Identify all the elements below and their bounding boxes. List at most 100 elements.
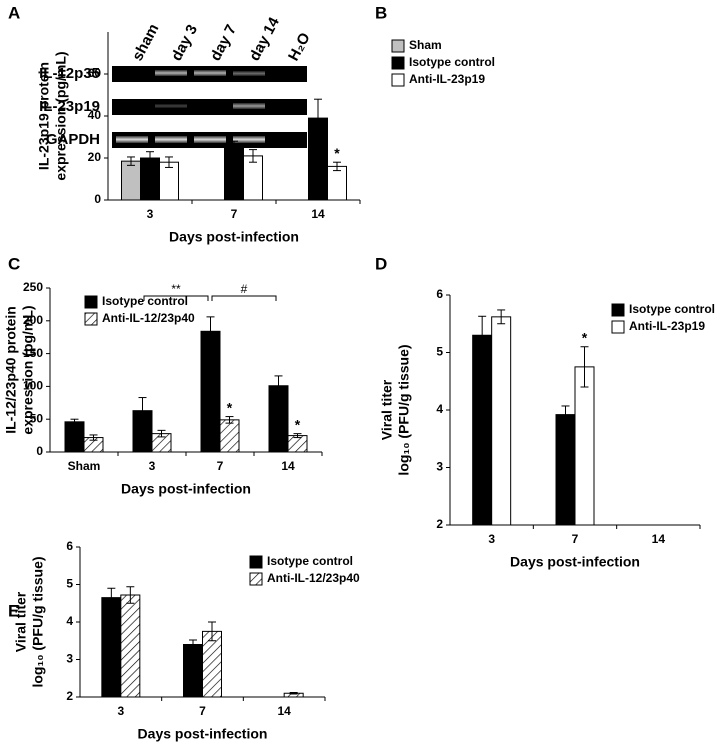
panel-letter: D: [375, 254, 387, 273]
legend-swatch: [391, 39, 405, 53]
y-tick-label: 3: [436, 460, 443, 474]
gel-row-label: IL-12p35: [39, 65, 100, 82]
gel-panel: A: [8, 3, 307, 148]
bracket: [211, 295, 277, 301]
x-tick-label: 7: [199, 704, 206, 718]
gel-band: [194, 70, 226, 76]
y-axis-title: log₁₀ (PFU/g tissue): [30, 556, 46, 687]
bar: [120, 594, 141, 698]
legend-swatch: [249, 572, 263, 586]
legend-swatch: [84, 312, 98, 326]
error-bar: [138, 397, 147, 425]
y-tick-label: 20: [88, 150, 102, 164]
legend-label: Anti-IL-12/23p40: [267, 571, 360, 585]
legend-swatch: [391, 73, 405, 87]
bracket: [143, 295, 209, 301]
y-tick-label: 150: [23, 346, 43, 360]
error-bar: [206, 316, 215, 347]
y-axis-title: log₁₀ (PFU/g tissue): [396, 344, 412, 475]
gel-row: [112, 99, 307, 115]
legend-swatch: [391, 56, 405, 70]
error-bar: [127, 156, 135, 166]
error-bar: [126, 586, 135, 604]
gel-band: [155, 104, 187, 108]
bar: [64, 421, 85, 453]
gel-band: [233, 71, 265, 76]
x-tick-label: 3: [488, 532, 495, 546]
x-axis-title: Days post-infection: [121, 481, 251, 497]
gel-band: [194, 136, 226, 143]
y-tick-label: 6: [66, 539, 73, 553]
y-axis-title: expression (pg/mL): [20, 305, 36, 434]
bar: [327, 165, 347, 201]
x-tick-label: 14: [281, 459, 295, 473]
x-tick-label: 14: [652, 532, 666, 546]
bar: [224, 145, 244, 201]
error-bar: [107, 587, 116, 608]
y-axis-title: Viral titer: [13, 591, 29, 652]
error-bar: [333, 161, 341, 172]
error-bar: [274, 375, 283, 397]
error-bar: [561, 405, 570, 424]
legend-swatch: [611, 303, 625, 317]
y-tick-label: 50: [30, 411, 44, 425]
gel-lane-label: day 7: [207, 22, 240, 64]
gel-row-label: GAPDH: [46, 131, 100, 148]
x-tick-label: 3: [117, 704, 124, 718]
legend-swatch: [84, 295, 98, 309]
gel-band: [155, 136, 187, 143]
gel-band: [116, 136, 148, 143]
error-bar: [314, 98, 322, 138]
y-tick-label: 5: [436, 345, 443, 359]
y-axis-title: Viral titer: [379, 379, 395, 440]
x-tick-label: Sham: [68, 459, 101, 473]
legend-swatch: [611, 320, 625, 334]
legend-label: Isotype control: [629, 302, 715, 316]
error-bar: [89, 434, 98, 441]
x-tick-label: 7: [572, 532, 579, 546]
gel-band: [233, 136, 265, 143]
gel-lane-label: sham: [129, 21, 162, 64]
error-bar: [157, 429, 166, 438]
x-axis-title: Days post-infection: [510, 554, 640, 570]
bar: [101, 597, 122, 698]
panel-letter: C: [8, 254, 20, 273]
y-tick-label: 5: [66, 577, 73, 591]
legend-label: Anti-IL-12/23p40: [102, 311, 195, 325]
error-bar: [70, 418, 79, 425]
x-axis-title: Days post-infection: [138, 726, 268, 742]
panel-letter: E: [8, 601, 19, 620]
error-bar: [478, 315, 487, 355]
gel-band: [233, 103, 265, 109]
error-bar: [289, 692, 298, 695]
panel-letter: B: [375, 3, 387, 22]
legend-label: Sham: [409, 38, 442, 52]
x-axis-title: Days post-infection: [169, 229, 299, 245]
y-tick-label: 60: [88, 66, 102, 80]
y-axis-title: IL-23p19 protein: [36, 62, 52, 170]
bracket-label: **: [171, 282, 181, 296]
y-tick-label: 250: [23, 280, 43, 294]
significance-mark: *: [582, 329, 588, 345]
x-tick-label: 7: [217, 459, 224, 473]
gel-row-label: IL-23p19: [39, 98, 100, 115]
y-tick-label: 4: [66, 614, 73, 628]
bar: [472, 334, 493, 526]
legend-label: Anti-IL-23p19: [629, 319, 705, 333]
gel-lane-label: day 3: [168, 22, 201, 64]
legend-label: Isotype control: [102, 294, 188, 308]
bar: [200, 330, 221, 453]
error-bar: [497, 309, 506, 325]
error-bar: [580, 346, 589, 388]
error-bar: [230, 140, 238, 153]
x-tick-label: 14: [277, 704, 291, 718]
error-bar: [293, 433, 302, 439]
legend-label: Isotype control: [409, 55, 495, 69]
x-tick-label: 3: [149, 459, 156, 473]
bracket-label: #: [241, 282, 248, 296]
panel-letter: A: [8, 3, 20, 22]
gel-lane-label: day 14: [246, 14, 283, 64]
significance-mark: *: [227, 399, 233, 415]
error-bar: [189, 639, 197, 650]
